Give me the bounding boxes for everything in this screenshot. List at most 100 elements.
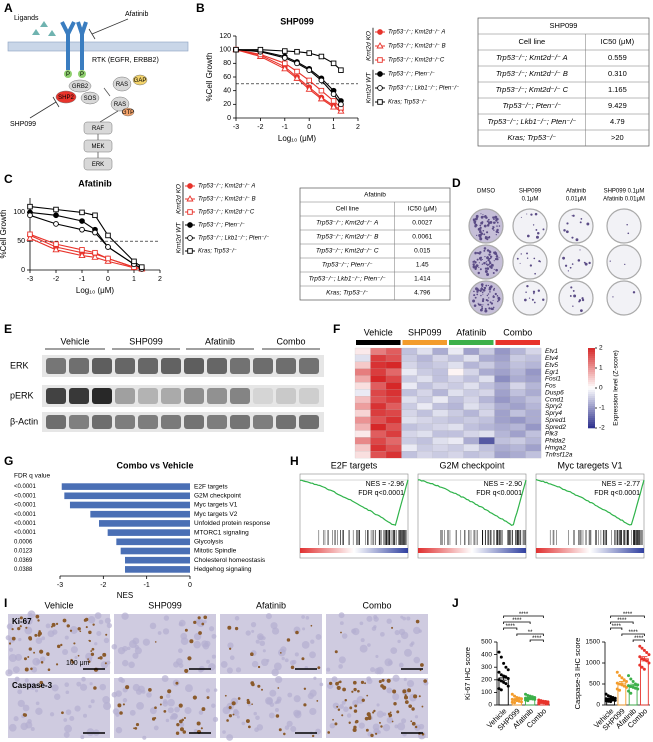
heatmap-cell <box>354 382 371 390</box>
heatmap-cell <box>463 361 480 369</box>
stained-cell <box>423 679 428 683</box>
colony <box>473 294 475 297</box>
heatmap-cell <box>463 444 480 452</box>
colony <box>474 223 477 226</box>
heatmap-cell <box>385 382 402 390</box>
tissue <box>47 630 55 638</box>
stained-cell <box>342 687 346 692</box>
colony <box>482 288 486 292</box>
colony <box>478 262 480 264</box>
panel-letter: A <box>4 1 13 15</box>
tissue <box>400 631 409 640</box>
tissue <box>106 622 112 629</box>
data-point <box>526 699 530 703</box>
colony <box>485 261 488 263</box>
row-label: Dusp6 <box>545 389 564 396</box>
blot-band <box>161 358 181 374</box>
tissue <box>132 637 140 645</box>
blot-band <box>276 415 296 429</box>
heatmap-cell <box>416 354 433 362</box>
y-tick-label: 1000 <box>586 660 601 667</box>
marker <box>318 87 325 94</box>
marker <box>330 103 338 110</box>
y-axis-label: Ki-67 IHC score <box>463 647 472 700</box>
heatmap-cell <box>478 382 495 390</box>
heatmap-cell <box>432 416 449 424</box>
tissue <box>294 652 299 657</box>
data-point <box>513 701 517 705</box>
heatmap-cell <box>478 416 495 424</box>
colony <box>481 305 483 308</box>
blot-band <box>207 358 227 374</box>
node-label: SHP2 <box>58 95 74 101</box>
significance-label: **** <box>628 630 638 636</box>
group-bar <box>402 340 447 345</box>
tissue <box>118 676 124 683</box>
significance-label: **** <box>634 636 644 642</box>
stained-cell <box>339 680 342 684</box>
heatmap-cell <box>447 396 464 404</box>
heatmap-cell <box>463 347 480 356</box>
stained-cell <box>301 657 305 661</box>
stained-cell <box>234 626 239 631</box>
blot-band <box>299 358 319 374</box>
colony <box>496 295 499 297</box>
colony <box>474 296 477 299</box>
tissue <box>45 623 51 629</box>
tissue <box>178 619 186 627</box>
heatmap-cell <box>401 347 418 356</box>
heatmap-cell <box>432 368 449 376</box>
tissue <box>185 684 193 693</box>
data-point <box>526 694 530 698</box>
tissue <box>271 627 280 635</box>
heatmap-cell <box>494 451 511 459</box>
colony <box>480 215 484 219</box>
tissue <box>35 701 40 706</box>
stained-cell <box>250 652 254 657</box>
stained-cell <box>88 630 92 635</box>
heatmap-cell <box>463 430 480 438</box>
data-point <box>611 695 615 699</box>
colony <box>483 216 486 218</box>
colony <box>516 257 519 260</box>
tissue <box>142 638 150 646</box>
heatmap-cell <box>525 389 542 397</box>
heatmap-cell <box>416 402 433 411</box>
heatmap-cell <box>509 354 526 362</box>
y-tick-label: 20 <box>223 101 231 108</box>
row-label: Phlda2 <box>545 438 566 445</box>
heatmap-cell <box>525 451 542 459</box>
colorbar-step <box>588 370 595 373</box>
colorbar-step <box>588 400 595 403</box>
colony <box>476 234 478 237</box>
data-point <box>533 697 537 701</box>
stained-cell <box>193 620 197 625</box>
heatmap-cell <box>432 382 449 390</box>
tissue <box>134 644 140 650</box>
bar <box>107 529 190 536</box>
tissue <box>227 642 234 649</box>
stained-cell <box>192 695 197 700</box>
heatmap-cell <box>509 437 526 445</box>
node <box>110 96 130 112</box>
stained-cell <box>178 703 183 708</box>
colony <box>485 216 488 219</box>
legend-group-label: Kmt2d KO <box>366 31 373 61</box>
tissue <box>270 622 278 630</box>
heatmap-cell <box>432 402 449 411</box>
colony <box>528 297 531 299</box>
heatmap-cell <box>463 396 480 404</box>
ligand <box>48 30 56 36</box>
heatmap-cell <box>494 430 511 438</box>
label: Ligands <box>14 15 39 22</box>
label: SHP099 <box>10 121 36 128</box>
tissue <box>376 710 384 718</box>
heatmap-cell <box>354 409 371 417</box>
heatmap-cell <box>385 451 402 459</box>
heatmap-cell <box>525 361 542 369</box>
legend-group-label: Kmt2d WT <box>366 72 373 104</box>
x-tick-label: -1 <box>144 582 150 589</box>
stained-cell <box>201 622 205 626</box>
data-point <box>638 655 642 659</box>
data-point <box>629 677 633 681</box>
